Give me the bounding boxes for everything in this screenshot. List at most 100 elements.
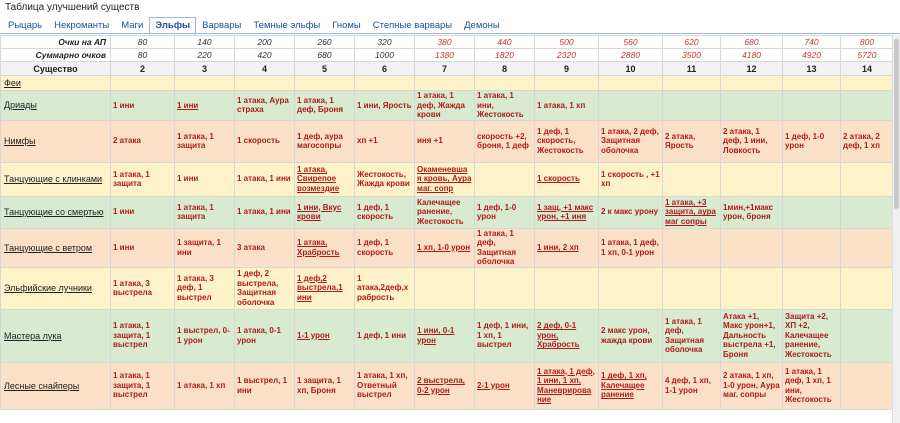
creature-link[interactable]: Нимфы [4, 136, 36, 146]
upgrade-cell[interactable]: 1 атака, 1 защита, 1 выстрел [110, 308, 175, 363]
upgrade-cell[interactable]: скорость +2, броня, 1 деф [474, 119, 535, 163]
upgrade-cell[interactable]: 1 скорость [534, 161, 599, 197]
tab-6[interactable]: Темные эльфы [253, 20, 321, 31]
upgrade-cell[interactable]: 1 атака,2деф,x рабрость [354, 266, 415, 310]
upgrade-cell[interactable]: Защита +2, ХП +2, Калечащее ранение, Жес… [782, 308, 841, 363]
upgrade-cell[interactable]: иня +1 [414, 119, 475, 163]
upgrade-cell[interactable]: 1 деф, 1 скорость, Жестокость [534, 119, 599, 163]
upgrade-cell[interactable]: 2 атака, 1 хп, 1-0 урон, Аура маг. сопры [720, 361, 783, 410]
upgrade-cell[interactable]: Окаменевшая кровь, Аура маг. сопр [414, 161, 475, 197]
creature-link[interactable]: Феи [4, 78, 21, 88]
upgrade-cell[interactable]: 2 атака, 2 деф, 1 хп [840, 119, 893, 163]
creature-link[interactable]: Эльфийские лучники [4, 283, 92, 293]
upgrade-cell[interactable]: 1 защита, 1 хп, Броня [294, 361, 355, 410]
creature-link[interactable]: Танцующие с клинками [4, 174, 103, 184]
upgrade-cell[interactable]: Калечащее ранение, Жестокость [414, 195, 475, 229]
upgrade-cell[interactable]: 1 скорость , +1 хп [598, 161, 663, 197]
upgrade-cell[interactable]: 1 атака, 3 выстрела [110, 266, 175, 310]
upgrade-cell[interactable]: 1 атака, 1 деф, Защитная оболочка [662, 308, 721, 363]
upgrade-cell[interactable]: 1 атака, 1 хп, Ответный выстрел [354, 361, 415, 410]
upgrade-cell[interactable]: 1 атака, 1 хп [174, 361, 235, 410]
upgrade-cell[interactable]: 1 ини [110, 227, 175, 268]
upgrade-cell[interactable]: 1 атака, 0-1 урон [234, 308, 295, 363]
creature-name[interactable]: Нимфы [0, 119, 111, 163]
upgrade-cell[interactable]: 1 атака, 1 деф, 1 хп, 1 ини, Жестокость [782, 361, 841, 410]
tab-8[interactable]: Степные варвары [372, 20, 453, 31]
upgrade-cell[interactable]: 1 ини, 2 хп [534, 227, 599, 268]
upgrade-cell[interactable]: 1 ини [174, 161, 235, 197]
tab-2[interactable]: Некроманты [54, 20, 110, 31]
upgrade-cell[interactable]: 1-1 урон [294, 308, 355, 363]
upgrade-cell[interactable]: 1 атака, 2 деф, Защитная оболочка [598, 119, 663, 163]
upgrade-cell[interactable]: 1 атака, Храбрость [294, 227, 355, 268]
upgrade-cell[interactable]: 1 атака, 1 деф, Броня [294, 90, 355, 121]
creature-name[interactable]: Танцующие с ветром [0, 227, 111, 268]
upgrade-cell[interactable]: 4 деф, 1 хп, 1-1 урон [662, 361, 721, 410]
upgrade-cell[interactable]: 2 выстрела, 0-2 урон [414, 361, 475, 410]
upgrade-cell[interactable]: Жестокость, Жажда крови [354, 161, 415, 197]
upgrade-cell[interactable]: 1 деф, 1 хп, Калечащее ранение [598, 361, 663, 410]
upgrade-cell[interactable]: 1 деф, аура магосопры [294, 119, 355, 163]
upgrade-cell[interactable]: 1 ини, Ярость [354, 90, 415, 121]
tab-5[interactable]: Варвары [202, 20, 242, 31]
scrollbar-thumb[interactable] [894, 39, 899, 209]
creature-name[interactable]: Эльфийские лучники [0, 266, 111, 310]
upgrade-cell[interactable]: 1 атака, 1 ини [234, 195, 295, 229]
creature-link[interactable]: Танцующие со смертью [4, 207, 104, 217]
tab-1[interactable]: Рыцарь [8, 20, 43, 31]
upgrade-cell[interactable]: 1 выстрел, 0-1 урон [174, 308, 235, 363]
creature-name[interactable]: Танцующие со смертью [0, 195, 111, 229]
upgrade-cell[interactable]: 1 атака, 1 защита [174, 195, 235, 229]
upgrade-cell[interactable]: 1 выстрел, 1 ини [234, 361, 295, 410]
creature-link[interactable]: Танцующие с ветром [4, 242, 93, 253]
creature-link[interactable]: Дриады [4, 100, 37, 111]
tab-3[interactable]: Маги [121, 20, 144, 31]
upgrade-cell[interactable]: 1 деф, 1-0 урон [474, 195, 535, 229]
upgrade-cell[interactable]: 1 атака, 1 деф, 1 хп, 0-1 урон [598, 227, 663, 268]
upgrade-cell[interactable]: 1 атака, 3 деф, 1 выстрел [174, 266, 235, 310]
creature-name[interactable]: Дриады [0, 90, 111, 121]
upgrade-cell[interactable]: 1 атака, 1 защита [174, 119, 235, 163]
upgrade-cell[interactable]: 1 защ, +1 макс урон, +1 иня [534, 195, 599, 229]
upgrade-cell[interactable]: 1 атака, 1 деф, Жажда крови [414, 90, 475, 121]
upgrade-cell[interactable]: 3 атака [234, 227, 295, 268]
upgrade-cell[interactable]: 1 ини, Вкус крови [294, 195, 355, 229]
tab-4[interactable]: Эльфы [149, 17, 197, 35]
creature-name[interactable]: Феи [0, 75, 111, 91]
creature-link[interactable]: Лесные снайперы [4, 380, 80, 391]
upgrade-cell[interactable]: 1 атака, Аура страха [234, 90, 295, 121]
upgrade-cell[interactable]: 1 деф, 1 ини [354, 308, 415, 363]
upgrade-cell[interactable]: хп +1 [354, 119, 415, 163]
creature-link[interactable]: Мастера лука [4, 330, 62, 341]
creature-name[interactable]: Танцующие с клинками [0, 161, 111, 197]
creature-name[interactable]: Лесные снайперы [0, 361, 111, 410]
upgrade-cell[interactable]: 1 атака, Свирепое возмездие [294, 161, 355, 197]
upgrade-cell[interactable]: 1 деф, 1 скорость [354, 227, 415, 268]
upgrade-cell[interactable]: 1 ини [174, 90, 235, 121]
upgrade-cell[interactable]: 2 атака, Ярость [662, 119, 721, 163]
upgrade-cell[interactable]: 1 атака, 1 деф, Защитная оболочка [474, 227, 535, 268]
upgrade-cell[interactable]: 1 атака, 1 хп [534, 90, 599, 121]
upgrade-cell[interactable]: 1 деф, 1-0 урон [782, 119, 841, 163]
upgrade-cell[interactable]: 1 деф, 2 выстрела, Защитная оболочка [234, 266, 295, 310]
upgrade-cell[interactable]: 1 ини, 0-1 урон [414, 308, 475, 363]
upgrade-cell[interactable]: 2 макс урон, жажда крови [598, 308, 663, 363]
upgrade-cell[interactable]: Атака +1, Макс урон+1, Дальность выстрел… [720, 308, 783, 363]
upgrade-cell[interactable]: 1 защита, 1 ини [174, 227, 235, 268]
vertical-scrollbar[interactable] [892, 35, 900, 423]
upgrade-cell[interactable]: 1 атака, 1 защита [110, 161, 175, 197]
tab-9[interactable]: Демоны [464, 20, 500, 31]
upgrade-cell[interactable]: 2 атака, 1 деф, 1 ини, Ловкость [720, 119, 783, 163]
upgrade-cell[interactable]: 1 деф, 1 ини, 1 хп, 1 выстрел [474, 308, 535, 363]
upgrade-cell[interactable]: 2 деф, 0-1 урон, Храбрость [534, 308, 599, 363]
upgrade-cell[interactable]: 1 ини [110, 195, 175, 229]
upgrade-cell[interactable]: 1 хп, 1-0 урон [414, 227, 475, 268]
upgrade-cell[interactable]: 1мин,+1макс урон, броня [720, 195, 783, 229]
tab-7[interactable]: Гномы [332, 20, 361, 31]
upgrade-cell[interactable]: 1 деф, 1 скорость [354, 195, 415, 229]
upgrade-cell[interactable]: 2 атака [110, 119, 175, 163]
upgrade-cell[interactable]: 2 к макс урону [598, 195, 663, 229]
upgrade-cell[interactable]: 1 атака, 1 деф, 1 ини, 1 хп, Маневрирова… [534, 361, 599, 410]
creature-name[interactable]: Мастера лука [0, 308, 111, 363]
upgrade-cell[interactable]: 2-1 урон [474, 361, 535, 410]
